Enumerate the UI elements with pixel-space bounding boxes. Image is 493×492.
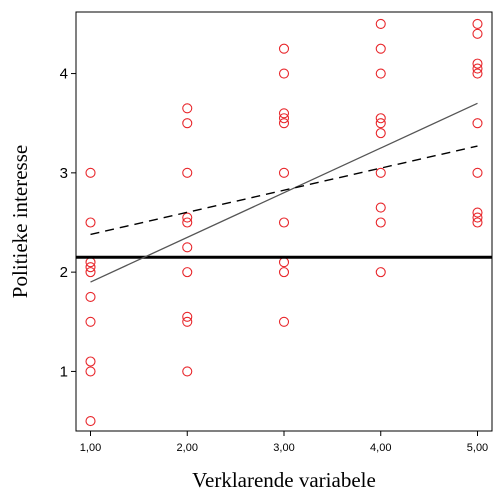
data-point bbox=[85, 291, 96, 303]
data-point bbox=[472, 118, 483, 129]
data-point bbox=[278, 108, 290, 119]
data-point bbox=[182, 167, 193, 178]
data-point bbox=[278, 113, 290, 124]
data-point bbox=[375, 202, 386, 213]
data-point bbox=[472, 167, 483, 178]
data-point bbox=[472, 58, 483, 69]
data-point bbox=[85, 217, 96, 228]
data-point bbox=[278, 43, 290, 54]
x-axis-ticks: 1,00 2,00 3,00 4,00 5,00 bbox=[80, 431, 488, 454]
data-point bbox=[375, 113, 386, 124]
data-point bbox=[182, 212, 193, 223]
data-point bbox=[472, 212, 483, 223]
data-point bbox=[182, 316, 193, 327]
data-point bbox=[375, 118, 386, 129]
y-tick-label: 1 bbox=[60, 363, 68, 380]
data-point bbox=[182, 118, 193, 129]
data-point bbox=[278, 167, 290, 178]
data-point bbox=[375, 217, 386, 228]
data-point bbox=[85, 262, 96, 273]
data-point bbox=[375, 167, 386, 178]
x-tick-label: 5,00 bbox=[467, 442, 488, 454]
data-point bbox=[278, 257, 290, 268]
data-point bbox=[375, 128, 386, 139]
data-point bbox=[278, 316, 290, 327]
plot-frame bbox=[75, 11, 493, 432]
data-point bbox=[85, 267, 96, 278]
data-point bbox=[472, 217, 483, 228]
lines-layer bbox=[76, 102, 492, 283]
y-axis-ticks: 1 2 3 4 bbox=[60, 66, 76, 380]
data-point bbox=[85, 366, 96, 377]
regression-line bbox=[90, 102, 478, 283]
data-point bbox=[85, 167, 96, 178]
data-point bbox=[278, 217, 290, 228]
x-tick-label: 2,00 bbox=[177, 442, 198, 454]
y-tick-label: 4 bbox=[60, 66, 68, 83]
y-axis-title: Politieke interesse bbox=[8, 145, 32, 298]
data-point bbox=[182, 103, 193, 114]
data-point bbox=[278, 267, 290, 278]
data-point bbox=[182, 217, 193, 228]
data-point bbox=[182, 267, 193, 278]
data-point bbox=[375, 68, 386, 79]
x-tick-label: 4,00 bbox=[370, 442, 391, 454]
y-tick-label: 3 bbox=[60, 165, 68, 182]
data-point bbox=[278, 118, 290, 129]
data-point bbox=[182, 311, 193, 322]
data-point bbox=[375, 18, 386, 29]
points-layer bbox=[85, 18, 483, 427]
data-point bbox=[278, 68, 290, 79]
data-point bbox=[375, 43, 386, 54]
data-point bbox=[375, 267, 386, 278]
data-point bbox=[472, 207, 483, 218]
y-tick-label: 2 bbox=[60, 264, 68, 281]
data-point bbox=[85, 416, 96, 427]
data-point bbox=[472, 63, 483, 74]
data-point bbox=[182, 366, 193, 377]
data-point bbox=[182, 242, 193, 253]
x-tick-label: 1,00 bbox=[80, 442, 101, 454]
data-point bbox=[85, 356, 96, 367]
dashed-regression-line bbox=[90, 145, 478, 236]
data-point bbox=[472, 68, 483, 79]
x-tick-label: 3,00 bbox=[273, 442, 294, 454]
data-point bbox=[472, 18, 483, 29]
data-point bbox=[472, 28, 483, 39]
data-point bbox=[85, 316, 96, 327]
x-axis-title: Verklarende variabele bbox=[192, 468, 376, 492]
